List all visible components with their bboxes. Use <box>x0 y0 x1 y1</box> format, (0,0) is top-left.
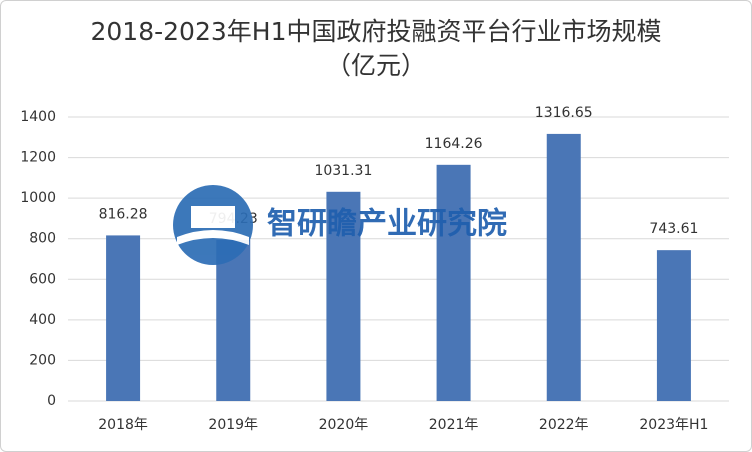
chart-title: 2018-2023年H1中国政府投融资平台行业市场规模（亿元） <box>90 17 662 80</box>
y-tick-label: 800 <box>29 231 56 247</box>
watermark-logo-bar <box>191 206 235 228</box>
x-tick-label: 2018年 <box>98 417 148 433</box>
x-tick-label: 2020年 <box>319 417 369 433</box>
value-label: 1316.65 <box>535 105 593 121</box>
x-tick-label: 2023年H1 <box>639 417 708 433</box>
y-tick-label: 600 <box>29 271 56 287</box>
value-label: 816.28 <box>99 206 148 222</box>
bar <box>656 250 691 401</box>
y-tick-label: 1400 <box>20 109 56 125</box>
x-tick-label: 2019年 <box>208 417 258 433</box>
bar <box>436 164 471 401</box>
y-tick-label: 1000 <box>20 190 56 206</box>
bar <box>106 235 141 401</box>
y-tick-label: 200 <box>29 352 56 368</box>
watermark-logo-wave <box>177 230 249 245</box>
bar <box>546 133 581 401</box>
bar <box>216 239 251 401</box>
value-label: 1031.31 <box>314 163 372 179</box>
watermark: 智研瞻产业研究院 <box>173 185 507 265</box>
y-tick-label: 1200 <box>20 150 56 166</box>
bar <box>326 191 361 401</box>
x-tick-label: 2022年 <box>539 417 589 433</box>
y-tick-label: 400 <box>29 312 56 328</box>
y-tick-label: 0 <box>47 393 56 409</box>
watermark-text: 智研瞻产业研究院 <box>267 207 507 242</box>
value-label: 1164.26 <box>425 136 483 152</box>
value-label: 743.61 <box>649 221 698 237</box>
x-tick-label: 2021年 <box>429 417 479 433</box>
